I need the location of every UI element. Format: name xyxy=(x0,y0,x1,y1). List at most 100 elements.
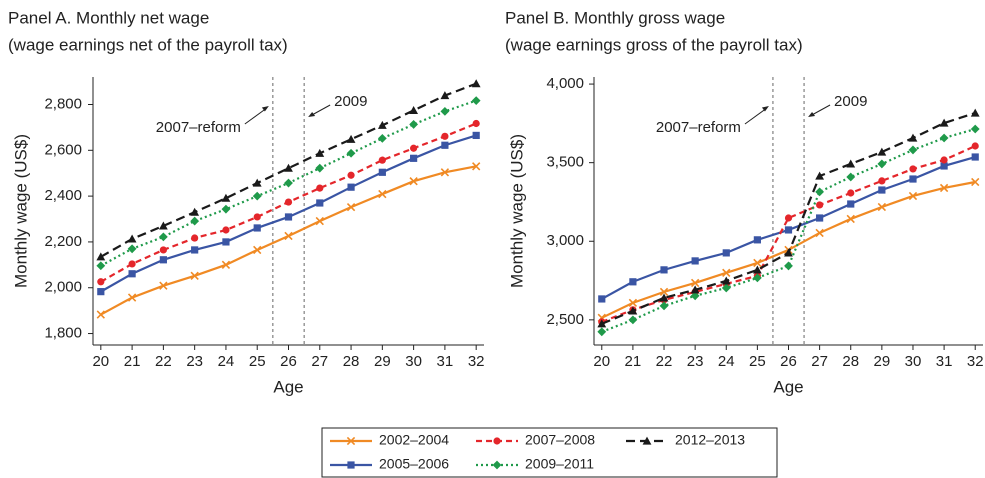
marker xyxy=(597,319,607,328)
marker xyxy=(377,133,387,143)
marker xyxy=(377,120,387,129)
marker xyxy=(284,163,293,172)
annotation-arrow xyxy=(244,107,268,125)
marker xyxy=(784,226,793,234)
marker xyxy=(940,156,948,164)
y-tick-label: 3,500 xyxy=(546,154,584,171)
x-tick-label: 22 xyxy=(656,353,673,370)
x-tick-label: 21 xyxy=(625,353,642,370)
marker xyxy=(346,134,356,143)
marker xyxy=(815,187,825,197)
x-tick-label: 26 xyxy=(780,353,797,370)
marker xyxy=(815,171,825,180)
marker xyxy=(816,214,824,222)
x-tick-label: 28 xyxy=(343,353,360,370)
marker xyxy=(284,178,293,188)
x-tick-label: 20 xyxy=(593,353,610,370)
y-tick-label: 2,500 xyxy=(546,311,584,328)
y-tick-label: 1,800 xyxy=(44,325,82,342)
marker xyxy=(659,287,669,297)
marker xyxy=(284,198,293,206)
marker xyxy=(409,106,419,115)
marker xyxy=(253,224,261,232)
x-tick-label: 23 xyxy=(186,353,203,370)
arrow-head xyxy=(308,112,316,117)
x-tick-label: 32 xyxy=(468,353,485,370)
annotation: 2009 xyxy=(834,93,867,110)
panel-subtitle: (wage earnings net of the payroll tax) xyxy=(8,35,288,54)
arrow-head xyxy=(808,112,816,117)
marker xyxy=(252,178,262,187)
marker xyxy=(472,162,481,171)
marker xyxy=(378,189,387,199)
marker xyxy=(378,168,386,176)
marker xyxy=(128,260,136,268)
marker xyxy=(253,245,262,255)
marker xyxy=(628,298,638,308)
legend-marker xyxy=(642,436,652,445)
legend-box xyxy=(321,427,778,478)
marker xyxy=(346,202,356,212)
marker xyxy=(440,91,450,100)
marker xyxy=(971,153,979,161)
panel-subtitle: (wage earnings gross of the payroll tax) xyxy=(505,35,803,54)
x-tick-label: 27 xyxy=(311,353,328,370)
marker xyxy=(158,221,168,230)
x-axis-label: Age xyxy=(273,377,303,396)
marker xyxy=(222,238,230,246)
marker xyxy=(441,141,449,149)
marker xyxy=(691,257,699,265)
marker xyxy=(877,202,887,212)
x-tick-label: 31 xyxy=(437,353,454,370)
y-axis-label: Monthly wage (US$) xyxy=(11,134,30,288)
marker xyxy=(659,293,669,302)
x-tick-label: 26 xyxy=(280,353,297,370)
y-tick-label: 2,800 xyxy=(44,95,82,112)
marker xyxy=(440,106,450,116)
marker xyxy=(471,79,481,88)
y-tick-label: 2,600 xyxy=(44,141,82,158)
panel-title: Panel A. Monthly net wage xyxy=(8,8,209,27)
marker xyxy=(97,278,105,286)
marker xyxy=(315,163,325,173)
marker xyxy=(127,293,137,302)
marker xyxy=(721,276,731,285)
marker xyxy=(471,96,481,105)
marker xyxy=(971,142,979,150)
marker xyxy=(96,261,106,271)
series-line xyxy=(601,145,976,323)
marker xyxy=(878,186,886,194)
marker xyxy=(690,291,700,301)
marker xyxy=(784,214,793,222)
marker xyxy=(284,231,293,241)
legend-marker xyxy=(346,436,356,446)
marker xyxy=(752,273,762,283)
marker xyxy=(816,201,824,209)
marker xyxy=(128,270,136,278)
x-tick-label: 32 xyxy=(967,353,984,370)
annotation: 2007–reform xyxy=(156,119,241,136)
x-tick-label: 20 xyxy=(92,353,109,370)
marker xyxy=(940,162,948,170)
marker xyxy=(908,145,918,155)
marker xyxy=(815,228,824,238)
annotation: 2007–reform xyxy=(656,119,741,136)
marker xyxy=(158,232,168,242)
marker xyxy=(659,301,669,311)
legend-label: 2012–2013 xyxy=(675,432,745,448)
marker xyxy=(597,327,607,337)
x-tick-label: 22 xyxy=(155,353,172,370)
marker xyxy=(378,156,386,164)
x-tick-label: 31 xyxy=(936,353,953,370)
x-tick-label: 23 xyxy=(687,353,704,370)
legend-marker xyxy=(493,437,501,445)
marker xyxy=(628,306,638,315)
marker xyxy=(221,260,231,269)
marker xyxy=(284,213,293,221)
marker xyxy=(409,120,419,129)
marker xyxy=(878,177,886,185)
marker xyxy=(316,184,324,192)
marker xyxy=(190,271,199,280)
marker xyxy=(722,268,731,278)
marker xyxy=(721,283,731,293)
